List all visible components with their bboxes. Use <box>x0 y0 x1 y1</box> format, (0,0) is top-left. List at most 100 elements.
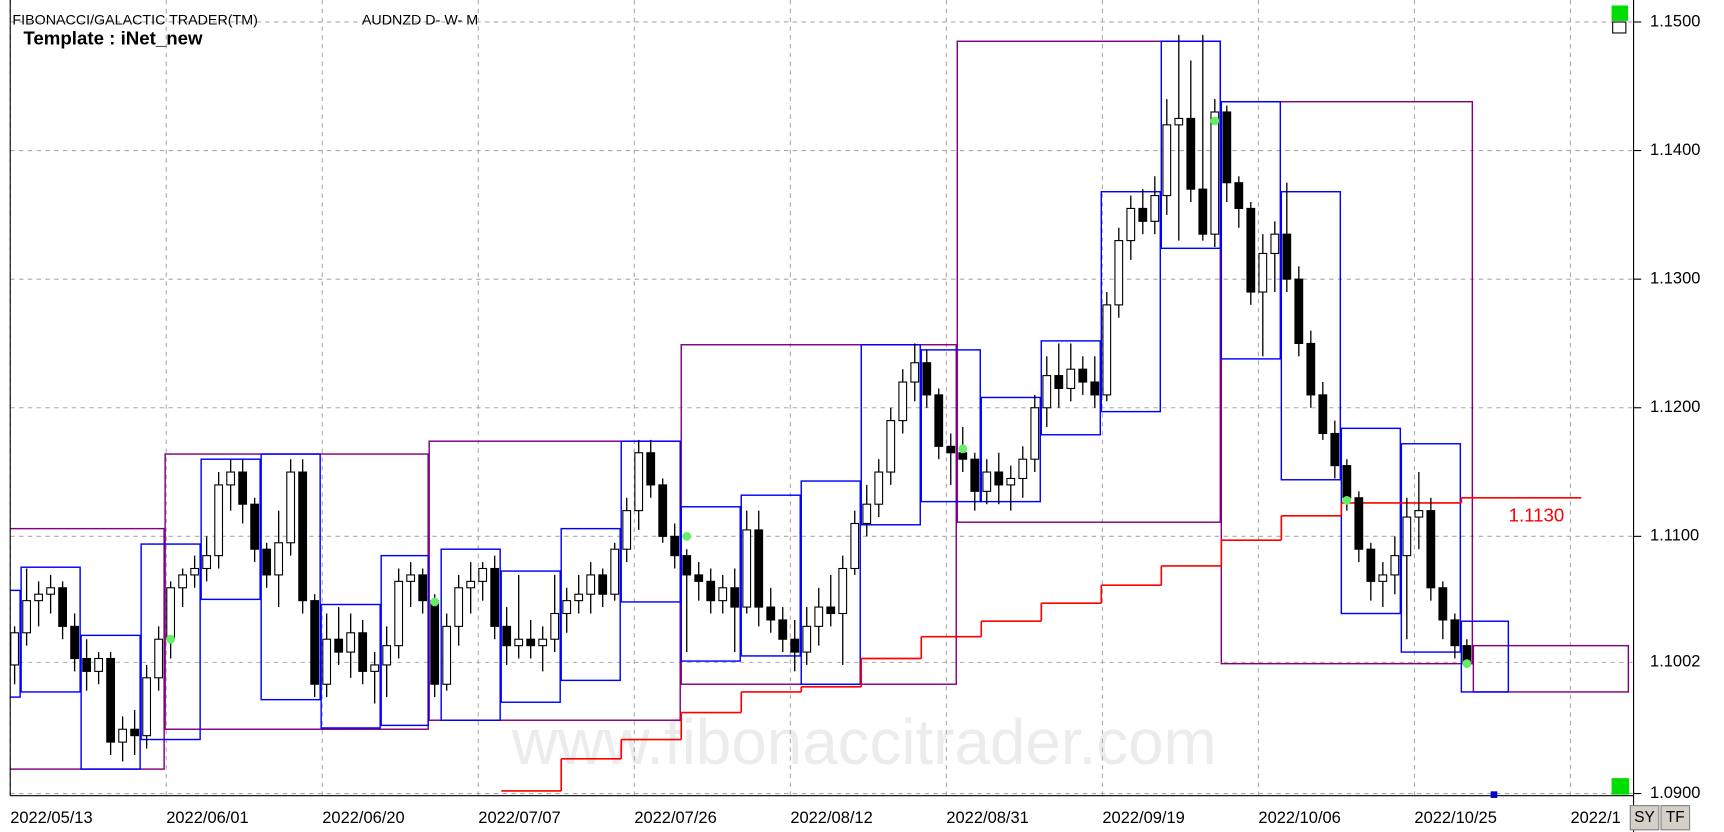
candle-body <box>166 587 176 640</box>
candle-body <box>46 587 56 595</box>
weekly-box <box>1460 620 1510 693</box>
candle-body <box>838 567 848 615</box>
y-tick-label: 1.0900 <box>1650 784 1700 802</box>
candle-body <box>562 600 572 615</box>
candle-body <box>1390 555 1400 576</box>
signal-dot <box>1342 495 1352 505</box>
candle-body <box>778 619 788 640</box>
candle-body <box>1030 407 1040 460</box>
candle-body <box>526 638 536 647</box>
candle-body <box>874 471 884 505</box>
y-tick-label: 1.1100 <box>1650 527 1699 545</box>
candle-body <box>442 625 452 685</box>
candle-body <box>1162 124 1172 197</box>
weekly-box <box>560 527 621 682</box>
candle-body <box>1426 510 1436 589</box>
candle-body <box>142 677 152 737</box>
candle-body <box>754 529 764 608</box>
signal-dot <box>682 531 692 541</box>
candle-body <box>502 625 512 647</box>
candle-body <box>982 471 992 492</box>
candle-body <box>238 471 248 505</box>
candle-body <box>454 587 464 627</box>
candle-body <box>1150 195 1160 222</box>
candle-body <box>514 638 524 647</box>
candle-body <box>706 580 716 602</box>
weekly-box <box>920 349 981 503</box>
candle-body <box>10 632 20 666</box>
symbol: AUDNZD D- W- M <box>362 13 478 29</box>
candle-body <box>646 452 656 486</box>
candle-body <box>298 471 308 602</box>
button-frame[interactable] <box>1629 805 1660 831</box>
template: Template : iNet_new <box>23 28 203 49</box>
candle-body <box>490 567 500 627</box>
weekly-box <box>1400 443 1462 653</box>
candle-body <box>658 484 668 537</box>
candle-body <box>34 593 44 602</box>
candle-body <box>1234 182 1244 209</box>
weekly-box <box>740 494 801 657</box>
candle-body <box>22 600 32 634</box>
candle-body <box>430 600 440 685</box>
candle-body <box>1138 207 1148 222</box>
button-label[interactable]: TF <box>1666 809 1685 826</box>
weekly-box <box>1100 191 1162 413</box>
x-tick-label: 2022/1 <box>1570 809 1620 827</box>
button-label[interactable]: SY <box>1634 809 1655 826</box>
candle-body <box>1042 375 1052 409</box>
candle-body <box>418 574 428 602</box>
candle-body <box>1210 111 1220 235</box>
candle-body <box>1018 458 1028 480</box>
tf-button[interactable]: TF <box>1660 805 1691 831</box>
candle-body <box>1054 375 1064 390</box>
candle-body <box>370 664 380 672</box>
candle-body <box>466 580 476 589</box>
candle-body <box>70 625 80 660</box>
candle-body <box>382 645 392 666</box>
candle-body <box>1102 304 1112 396</box>
watermark: www.fibonaccitrader.com <box>511 706 1217 778</box>
candle-body <box>1186 117 1196 190</box>
candle-body <box>922 362 932 396</box>
x-tick-label: 2022/07/26 <box>634 809 716 827</box>
candle-body <box>574 593 584 602</box>
y-tick-label: 1.1500 <box>1650 12 1700 30</box>
signal-dot <box>430 597 440 607</box>
weekly-box <box>1280 191 1342 481</box>
candle-body <box>622 510 632 550</box>
candle-body <box>766 606 776 621</box>
candle-body <box>1294 278 1304 345</box>
candle-body <box>478 567 488 582</box>
candle-body <box>1342 465 1352 499</box>
x-tick-label: 2022/07/07 <box>478 809 560 827</box>
x-tick-label: 2022/05/13 <box>10 809 92 827</box>
candle-body <box>742 529 752 608</box>
candle-body <box>814 606 824 627</box>
monthly-box <box>956 40 1222 523</box>
candle-body <box>1198 188 1208 235</box>
candle-body <box>790 638 800 653</box>
candle-body <box>394 580 404 647</box>
candle-body <box>406 574 416 582</box>
monthly-box <box>1220 100 1474 665</box>
monthly-box <box>1472 644 1630 693</box>
candle-body <box>1222 111 1232 184</box>
candle-body <box>718 587 728 602</box>
weekly-box <box>440 548 501 721</box>
candle-body <box>1450 619 1460 647</box>
corner-marker <box>1611 778 1630 795</box>
weekly-box <box>800 480 861 685</box>
candle-body <box>634 452 644 512</box>
weekly-box <box>1220 100 1282 360</box>
x-tick-label: 2022/06/20 <box>322 809 404 827</box>
candle-body <box>730 587 740 608</box>
y-tick-label: 1.1400 <box>1650 141 1700 159</box>
candle-body <box>670 535 680 557</box>
weekly-box <box>500 570 561 703</box>
candle-body <box>1438 587 1448 621</box>
candle-body <box>610 548 620 595</box>
button-frame[interactable] <box>1660 805 1691 831</box>
sy-button[interactable]: SY <box>1629 805 1660 831</box>
signal-dot <box>166 634 176 644</box>
